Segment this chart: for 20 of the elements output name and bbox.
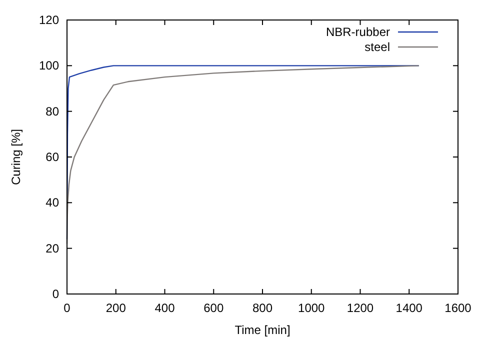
y-tick-label: 60 [46, 150, 60, 164]
y-tick-label: 120 [38, 13, 60, 27]
x-tick-label: 600 [204, 301, 224, 315]
x-tick-label: 1200 [346, 301, 374, 315]
x-axis-title: Time [min] [234, 323, 290, 337]
y-axis-title: Curing [%] [9, 128, 23, 186]
y-tick-label: 0 [52, 287, 60, 301]
x-tick-label: 1400 [396, 301, 423, 315]
y-tick-label: 40 [46, 196, 60, 210]
x-tick-label: 400 [154, 301, 176, 315]
y-tick-label: 80 [46, 104, 60, 118]
legend-label: steel [364, 40, 390, 54]
y-tick-label: 20 [46, 241, 60, 256]
x-tick-label: 0 [64, 301, 71, 315]
legend-label: NBR-rubber [326, 25, 390, 39]
x-tick-label: 1600 [444, 301, 472, 315]
y-tick-label: 100 [38, 58, 60, 73]
x-tick-label: 800 [252, 301, 273, 315]
x-tick-label: 1000 [298, 301, 326, 315]
x-tick-label: 200 [106, 301, 126, 315]
